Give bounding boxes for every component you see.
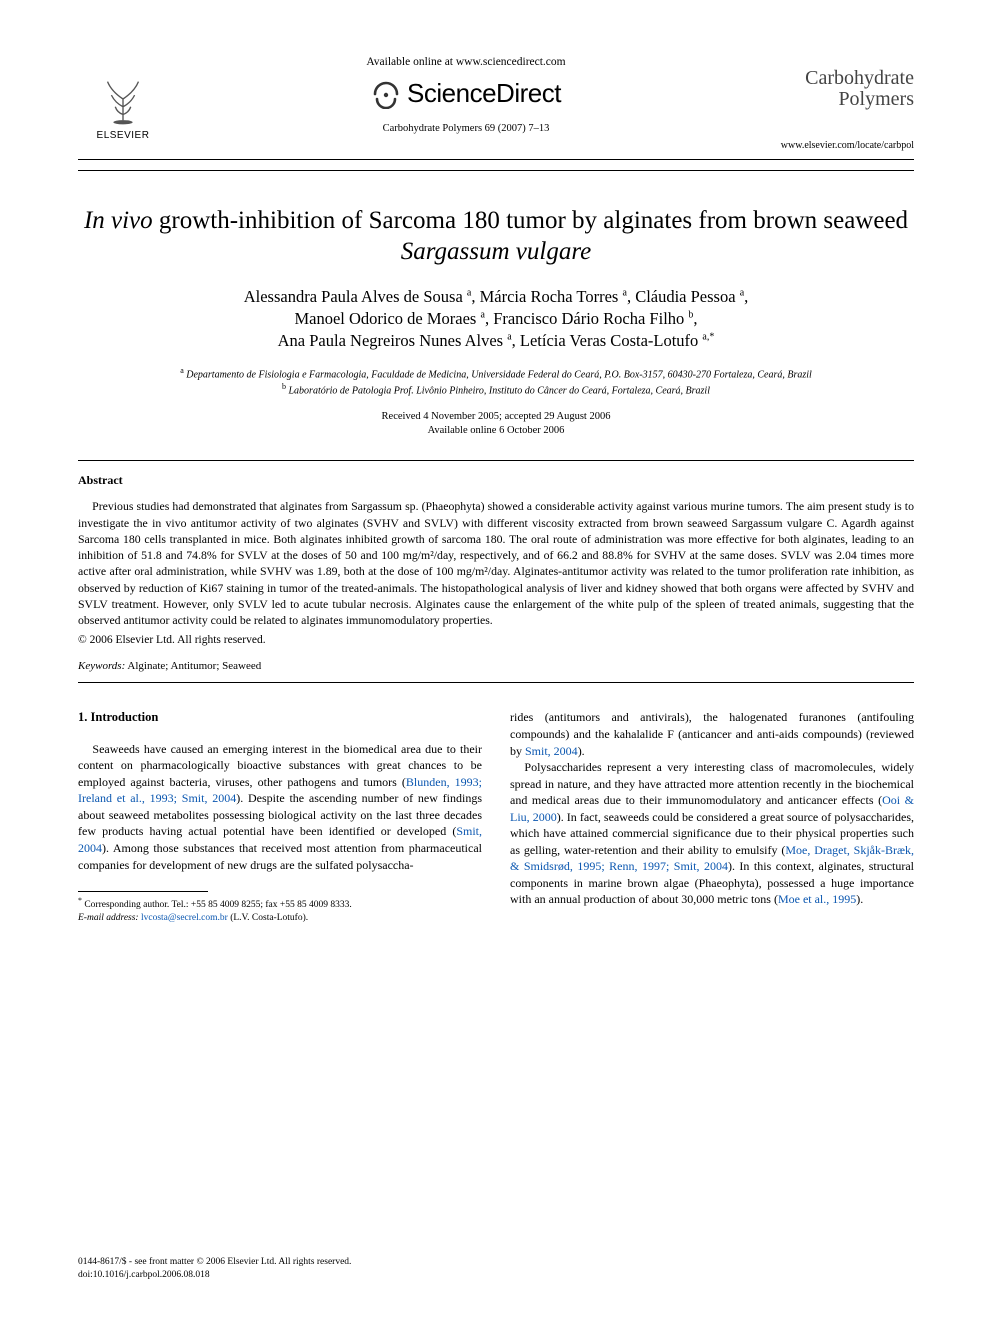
intro-paragraph-1-cont: rides (antitumors and antivirals), the h… <box>510 709 914 759</box>
title-italic-2: Sargassum vulgare <box>401 238 592 265</box>
issn-line: 0144-8617/$ - see front matter © 2006 El… <box>78 1257 351 1267</box>
journal-name-block: Carbohydrate Polymers www.elsevier.com/l… <box>764 50 914 151</box>
header: ELSEVIER Available online at www.science… <box>78 50 914 151</box>
article-title: In vivo growth-inhibition of Sarcoma 180… <box>78 205 914 268</box>
copyright-line: © 2006 Elsevier Ltd. All rights reserved… <box>78 634 914 646</box>
header-rule-2 <box>78 170 914 171</box>
header-rule-1 <box>78 159 914 160</box>
journal-url: www.elsevier.com/locate/carbpol <box>764 140 914 151</box>
affiliations: a Departamento de Fisiologia e Farmacolo… <box>78 366 914 398</box>
elsevier-logo-block: ELSEVIER <box>78 50 168 141</box>
footnote-email-label: E-mail address: <box>78 913 139 923</box>
footnote-rule <box>78 891 208 892</box>
body-columns: 1. Introduction Seaweeds have caused an … <box>78 709 914 923</box>
abstract-rule-bottom <box>78 682 914 683</box>
elsevier-label: ELSEVIER <box>97 130 150 141</box>
elsevier-tree-icon <box>94 70 152 128</box>
author-5: Francisco Dário Rocha Filho <box>493 309 684 328</box>
affiliation-a: Departamento de Fisiologia e Farmacologi… <box>186 370 812 381</box>
abstract-heading: Abstract <box>78 473 914 488</box>
footer-info: 0144-8617/$ - see front matter © 2006 El… <box>78 1256 351 1281</box>
abstract-rule-top <box>78 460 914 461</box>
footnote-email-link[interactable]: lvcosta@secrel.com.br <box>141 913 228 923</box>
title-italic-1: In vivo <box>84 207 153 234</box>
article-dates: Received 4 November 2005; accepted 29 Au… <box>78 410 914 438</box>
doi-line: doi:10.1016/j.carbpol.2006.08.018 <box>78 1270 210 1280</box>
column-right: rides (antitumors and antivirals), the h… <box>510 709 914 923</box>
sciencedirect-icon <box>371 79 401 109</box>
author-1: Alessandra Paula Alves de Sousa <box>244 287 463 306</box>
title-mid: growth-inhibition of Sarcoma 180 tumor b… <box>153 207 908 234</box>
author-6: Ana Paula Negreiros Nunes Alves <box>278 331 503 350</box>
author-3: Cláudia Pessoa <box>635 287 735 306</box>
journal-reference: Carbohydrate Polymers 69 (2007) 7–13 <box>168 123 764 134</box>
citation-link[interactable]: Moe et al., 1995 <box>778 892 856 906</box>
citation-link[interactable]: Smit, 2004 <box>525 744 578 758</box>
keywords-text: Alginate; Antitumor; Seaweed <box>127 660 261 672</box>
available-online-text: Available online at www.sciencedirect.co… <box>168 56 764 68</box>
sciencedirect-text: ScienceDirect <box>407 78 561 109</box>
keywords-line: Keywords: Alginate; Antitumor; Seaweed <box>78 660 914 672</box>
author-list: Alessandra Paula Alves de Sousa a, Márci… <box>78 286 914 353</box>
author-4: Manoel Odorico de Moraes <box>294 309 476 328</box>
journal-name-line2: Polymers <box>764 89 914 110</box>
keywords-label: Keywords: <box>78 660 125 672</box>
header-center: Available online at www.sciencedirect.co… <box>168 50 764 134</box>
received-date: Received 4 November 2005; accepted 29 Au… <box>382 411 611 422</box>
affiliation-b: Laboratório de Patologia Prof. Livônio P… <box>289 385 710 396</box>
author-2: Márcia Rocha Torres <box>480 287 619 306</box>
intro-paragraph-1: Seaweeds have caused an emerging interes… <box>78 741 482 873</box>
abstract-body: Previous studies had demonstrated that a… <box>78 498 914 628</box>
online-date: Available online 6 October 2006 <box>428 425 565 436</box>
column-left: 1. Introduction Seaweeds have caused an … <box>78 709 482 923</box>
intro-paragraph-2: Polysaccharides represent a very interes… <box>510 759 914 908</box>
author-7: Letícia Veras Costa-Lotufo <box>520 331 698 350</box>
corresponding-author-footnote: * Corresponding author. Tel.: +55 85 400… <box>78 896 482 924</box>
journal-name-line1: Carbohydrate <box>764 68 914 89</box>
section-1-heading: 1. Introduction <box>78 709 482 726</box>
sciencedirect-logo: ScienceDirect <box>168 78 764 109</box>
footnote-corr: Corresponding author. Tel.: +55 85 4009 … <box>84 900 351 910</box>
footnote-email-suffix: (L.V. Costa-Lotufo). <box>230 913 308 923</box>
